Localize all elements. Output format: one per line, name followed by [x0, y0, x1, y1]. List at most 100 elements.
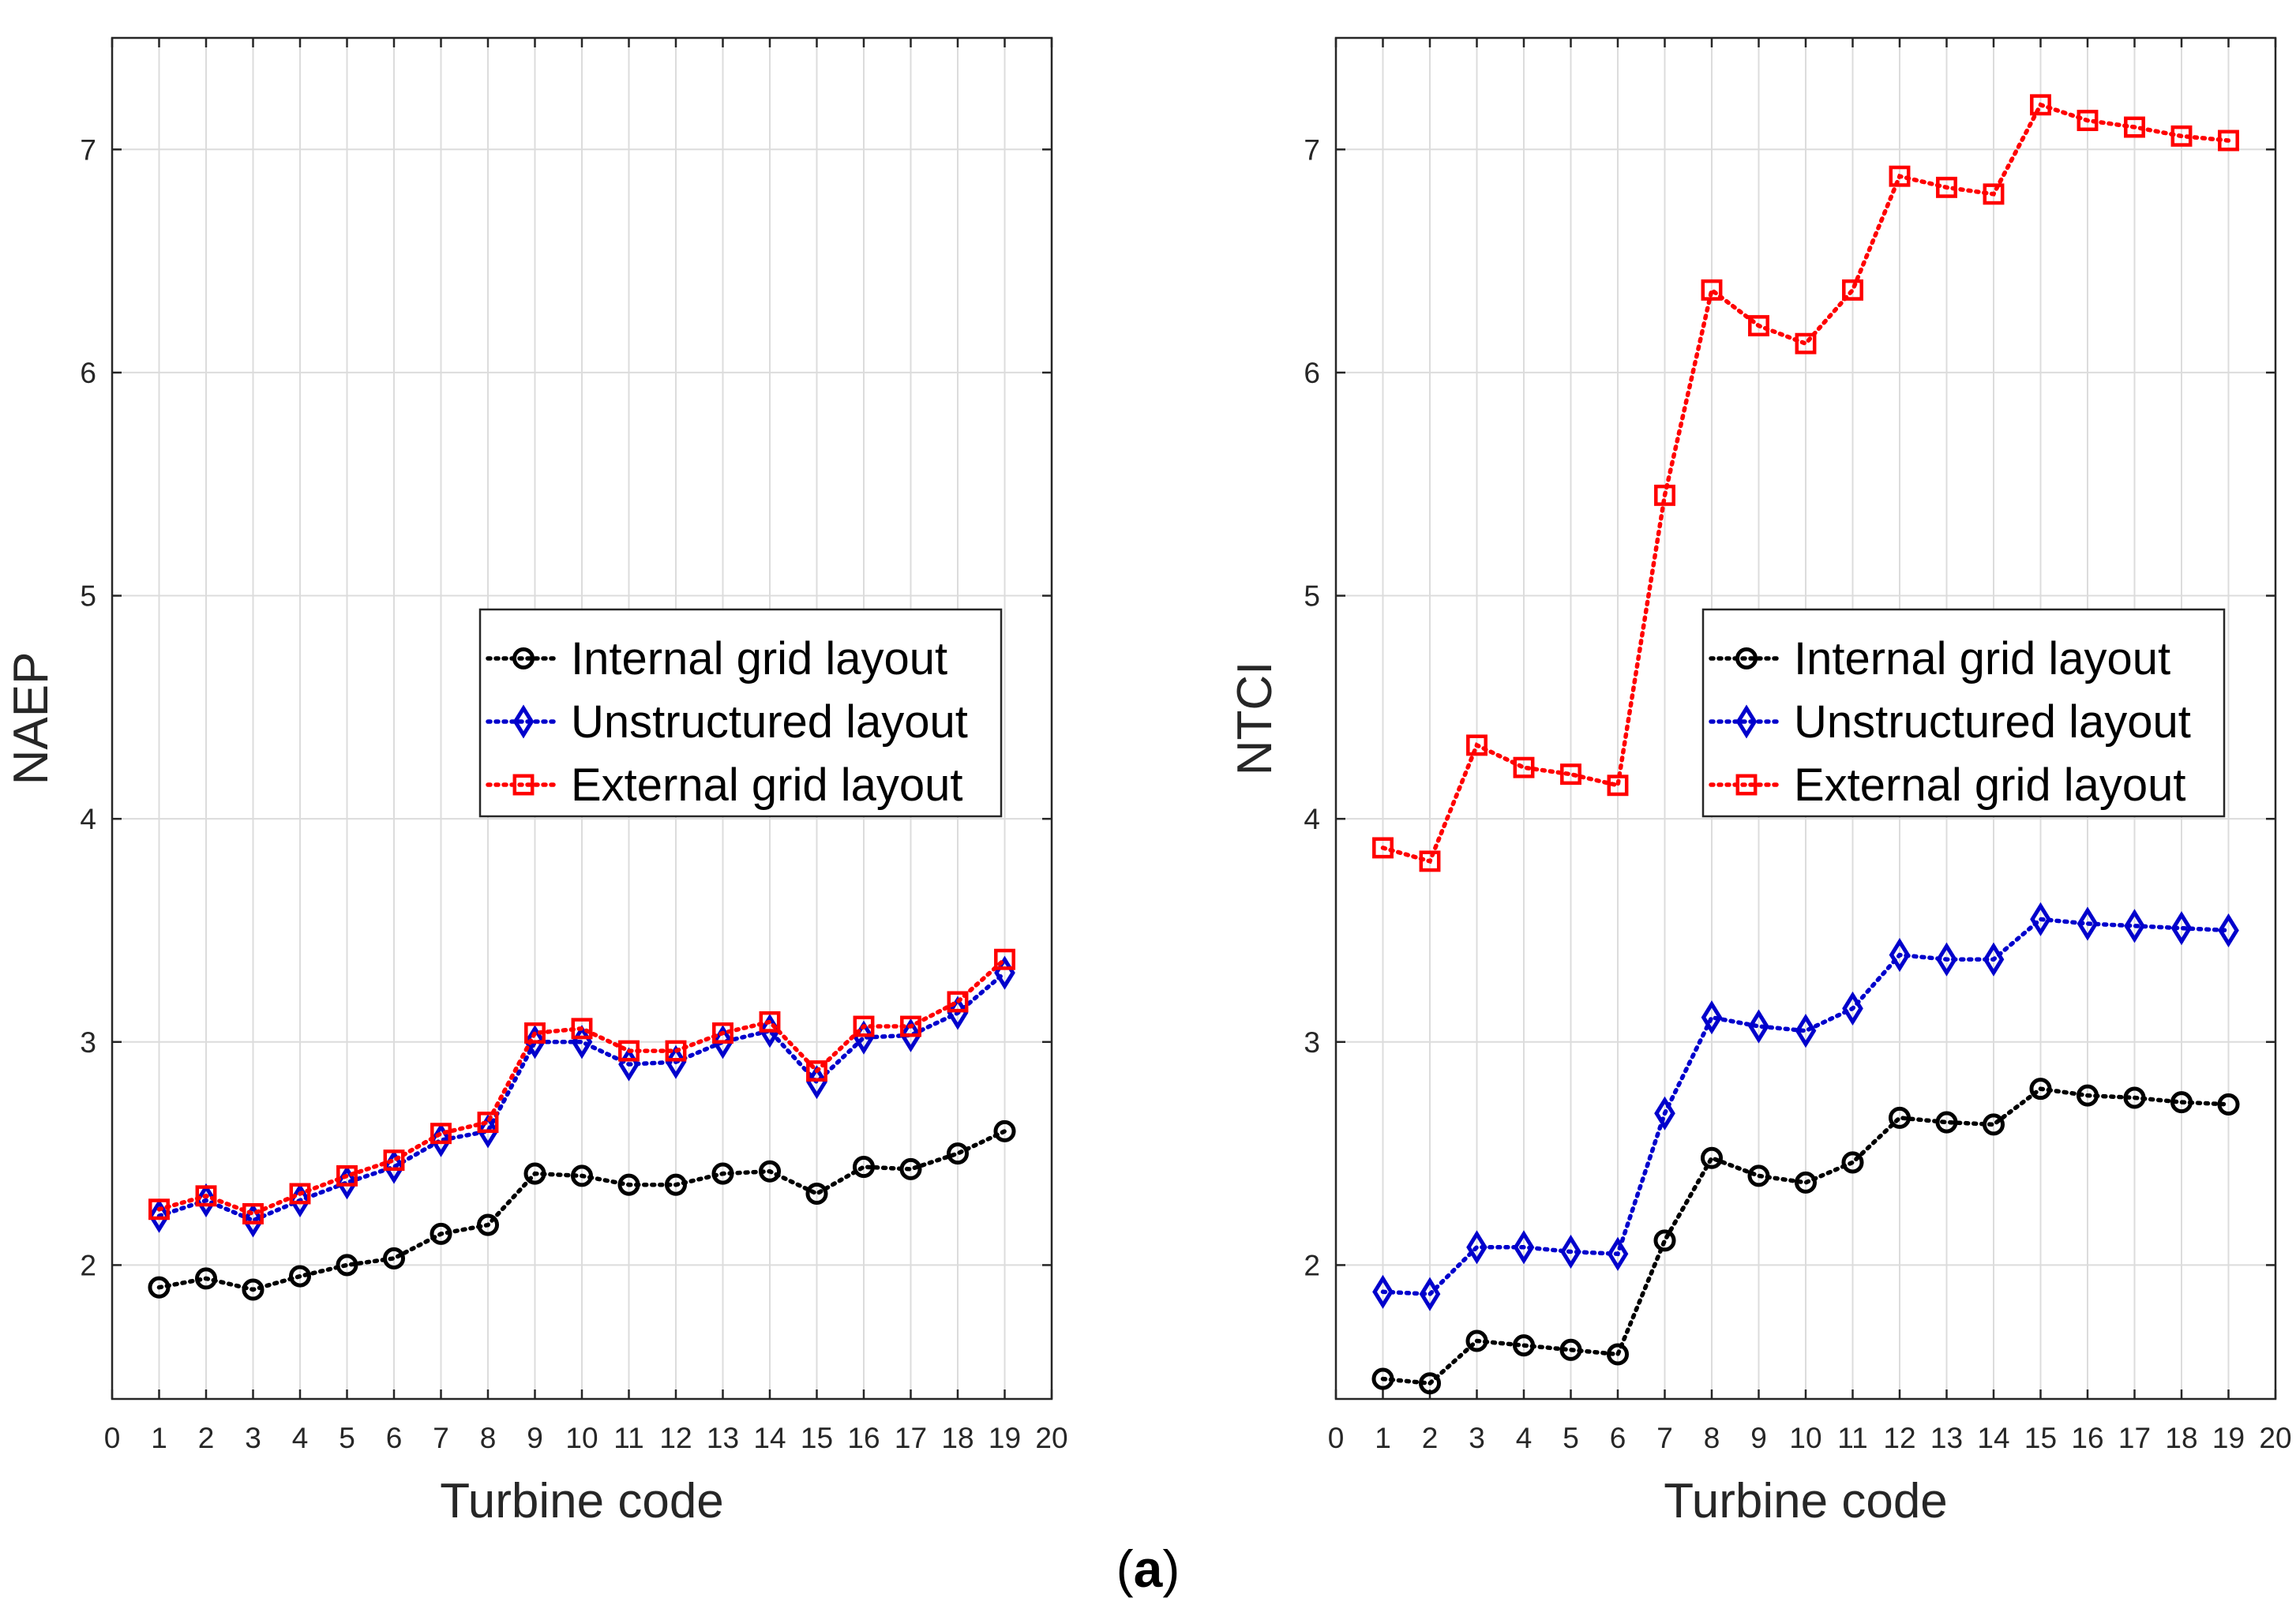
data-point-internal	[1935, 1111, 1958, 1134]
x-tick-label: 13	[1930, 1422, 1963, 1454]
y-axis-label: NTCI	[1228, 662, 1282, 776]
data-point-unstructured	[1654, 1096, 1675, 1131]
legend-marker-internal	[512, 647, 535, 670]
data-point-unstructured	[2170, 911, 2193, 946]
data-point-unstructured	[1889, 938, 1911, 973]
data-point-unstructured	[148, 1198, 170, 1233]
data-point-unstructured	[195, 1183, 217, 1218]
data-point-external	[1748, 315, 1769, 337]
data-point-external	[2218, 129, 2239, 152]
x-tick-label: 1	[1375, 1422, 1391, 1454]
x-axis-label: Turbine code	[440, 1474, 724, 1528]
data-point-external	[430, 1123, 452, 1145]
x-tick-label: 10	[1789, 1422, 1821, 1454]
data-point-external	[1889, 165, 1911, 187]
data-point-external	[1372, 837, 1394, 859]
x-tick-label: 12	[659, 1422, 692, 1454]
data-point-internal	[523, 1162, 546, 1185]
data-point-external	[2077, 110, 2099, 132]
data-point-unstructured	[1983, 942, 2005, 977]
data-point-internal	[382, 1247, 406, 1269]
legend-box	[478, 608, 1003, 818]
data-point-internal	[758, 1160, 782, 1183]
data-point-internal	[1841, 1151, 1864, 1174]
data-point-unstructured	[1795, 1014, 1817, 1048]
data-point-unstructured	[1607, 1236, 1629, 1271]
y-tick-label: 3	[80, 1026, 96, 1059]
data-point-internal	[2170, 1091, 2193, 1114]
data-point-internal	[1653, 1229, 1676, 1252]
data-point-external	[1466, 734, 1488, 756]
data-point-unstructured	[947, 996, 969, 1030]
y-tick-label: 7	[80, 133, 96, 166]
y-axis-label: NAEP	[4, 652, 58, 786]
chart-panel-ntci: 0 1 2 3 4 5 6 7 8 9 10 11 12 13 14 15 16 17 18 19 20234567Tu…	[1228, 36, 2292, 1528]
data-point-internal	[1794, 1171, 1818, 1194]
legend: Internal grid layout Unstructured layout E…	[1701, 608, 2226, 818]
chart-panel-naep: 0 1 2 3 4 5 6 7 8 9 10 11 12 13 14 15 16 17 18 19 20234567Tu…	[4, 36, 1068, 1528]
legend-marker-unstructured	[512, 704, 535, 739]
data-point-external	[1607, 774, 1629, 797]
data-point-internal	[1465, 1329, 1488, 1352]
data-point-external	[148, 1198, 170, 1221]
data-point-internal	[2029, 1078, 2052, 1101]
legend-label-external: External grid layout	[1794, 759, 2185, 811]
data-point-internal	[2123, 1086, 2146, 1109]
y-tick-label: 5	[80, 580, 96, 613]
x-tick-label: 5	[339, 1422, 355, 1454]
data-point-internal	[1700, 1146, 1724, 1169]
x-tick-label: 20	[2259, 1422, 2291, 1454]
figure-caption: (a)	[1116, 1539, 1180, 1598]
x-tick-label: 6	[386, 1422, 403, 1454]
data-point-internal	[1888, 1106, 1911, 1129]
data-point-unstructured	[242, 1203, 264, 1238]
data-point-internal	[2076, 1084, 2099, 1107]
x-tick-label: 20	[1035, 1422, 1067, 1454]
x-tick-label: 16	[847, 1422, 880, 1454]
legend-label-internal: Internal grid layout	[1794, 633, 2170, 684]
x-tick-label: 12	[1883, 1422, 1915, 1454]
data-point-unstructured	[1419, 1277, 1441, 1311]
data-point-external	[759, 1011, 781, 1033]
data-point-unstructured	[1701, 1000, 1723, 1035]
x-tick-label: 17	[895, 1422, 927, 1454]
x-tick-label: 0	[1328, 1422, 1345, 1454]
x-tick-label: 16	[2071, 1422, 2103, 1454]
x-tick-label: 8	[1704, 1422, 1720, 1454]
data-point-external	[242, 1202, 264, 1224]
series-line-internal	[156, 1129, 1007, 1292]
x-tick-label: 2	[1422, 1422, 1439, 1454]
data-point-internal	[1982, 1113, 2005, 1136]
data-point-internal	[476, 1213, 500, 1236]
data-point-external	[1983, 183, 2005, 205]
series-line-external	[1380, 102, 2231, 864]
y-tick-label: 6	[1304, 357, 1320, 389]
data-point-external	[1795, 332, 1817, 354]
data-point-external	[853, 1015, 875, 1037]
x-axis-label: Turbine code	[1664, 1474, 1948, 1528]
legend-marker-internal	[1735, 647, 1758, 670]
data-point-internal	[664, 1173, 688, 1196]
x-tick-label: 0	[104, 1422, 121, 1454]
x-tick-label: 6	[1610, 1422, 1626, 1454]
legend-label-unstructured: Unstructured layout	[1794, 696, 2191, 748]
x-tick-label: 4	[1516, 1422, 1533, 1454]
data-point-external	[2030, 94, 2051, 116]
x-tick-label: 5	[1563, 1422, 1579, 1454]
data-point-external	[383, 1149, 405, 1172]
x-tick-label: 1	[151, 1422, 167, 1454]
x-tick-label: 14	[753, 1422, 786, 1454]
data-point-internal	[570, 1164, 594, 1187]
data-point-internal	[1512, 1334, 1536, 1357]
x-tick-label: 13	[707, 1422, 739, 1454]
y-tick-label: 5	[1304, 580, 1320, 613]
data-point-unstructured	[1466, 1230, 1488, 1265]
data-point-internal	[2217, 1093, 2240, 1116]
data-point-internal	[430, 1222, 452, 1245]
data-point-unstructured	[1842, 991, 1863, 1026]
x-tick-label: 7	[1656, 1422, 1673, 1454]
y-tick-label: 3	[1304, 1026, 1320, 1059]
data-point-unstructured	[665, 1044, 687, 1079]
data-point-unstructured	[2077, 906, 2099, 941]
